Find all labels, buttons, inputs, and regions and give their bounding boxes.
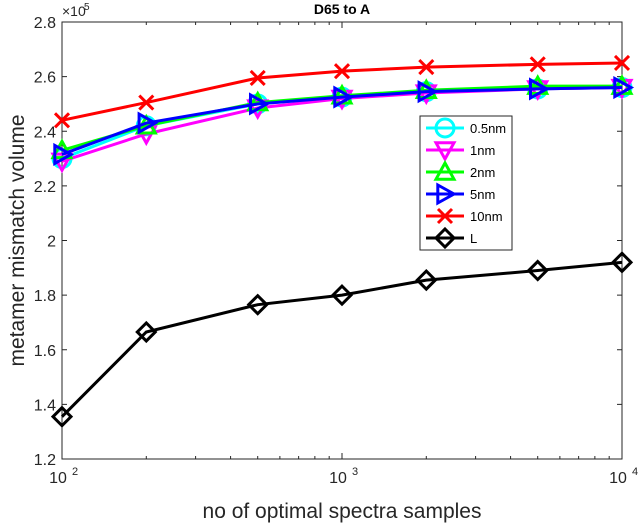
- legend-label: 2nm: [470, 165, 495, 180]
- y-tick-label: 1.8: [34, 288, 56, 305]
- y-tick-label: 2: [47, 234, 56, 251]
- x-axis-label: no of optimal spectra samples: [203, 500, 482, 523]
- y-axis-label: metamer mismatch volume: [6, 114, 29, 366]
- data-point: [50, 138, 74, 160]
- data-point: [418, 59, 435, 76]
- series-line: [60, 260, 623, 418]
- data-point: [137, 111, 159, 135]
- data-point: [50, 405, 74, 428]
- legend-item: 0.5nm: [426, 117, 506, 139]
- data-point: [246, 293, 269, 316]
- legend-label: L: [470, 231, 477, 246]
- data-point: [330, 284, 354, 307]
- legend-marker: [433, 159, 457, 181]
- y-tick-label: 2.4: [34, 124, 56, 141]
- legend-item: L: [426, 226, 477, 250]
- legend-label: 10nm: [470, 209, 503, 224]
- data-point: [529, 77, 550, 101]
- data-point: [53, 142, 75, 167]
- legend-marker: [436, 182, 458, 206]
- data-point: [529, 56, 546, 73]
- x-tick-label: 10: [329, 470, 347, 487]
- legend-box: [419, 115, 513, 251]
- x-tick-label: 10: [609, 470, 627, 487]
- x-tick-exponent: 4: [632, 466, 638, 478]
- y-multiplier: ×10: [62, 3, 86, 19]
- legend-marker: [436, 207, 454, 225]
- data-point: [526, 259, 549, 282]
- y-tick-label: 1.2: [34, 452, 56, 469]
- legend-item: 2nm: [426, 159, 495, 181]
- x-tick-label: 10: [49, 470, 67, 487]
- y-tick-label: 2.8: [34, 15, 56, 32]
- series-line: [61, 86, 623, 156]
- data-point: [249, 69, 266, 87]
- legend-item: 1nm: [426, 141, 495, 163]
- legend-item: 5nm: [426, 182, 495, 206]
- series-10nm: [53, 54, 631, 129]
- legend-label: 0.5nm: [470, 121, 506, 136]
- legend: 0.5nm 1nm 2nm 5nm 10nm L: [419, 115, 513, 251]
- data-point: [613, 54, 631, 72]
- data-point: [613, 76, 635, 100]
- series-5nm: [53, 76, 635, 167]
- data-point: [333, 63, 351, 80]
- data-point: [53, 112, 71, 129]
- data-point: [249, 92, 270, 116]
- legend-marker: [433, 141, 457, 163]
- x-tick-exponent: 3: [352, 466, 358, 478]
- legend-label: 5nm: [470, 187, 495, 202]
- y-tick-label: 1.6: [34, 343, 56, 360]
- data-point: [333, 85, 355, 109]
- series-L: [50, 251, 634, 428]
- data-point: [417, 80, 439, 104]
- legend-item: 10nm: [426, 207, 503, 225]
- data-point: [138, 94, 155, 111]
- y-tick-label: 2.6: [34, 70, 56, 87]
- x-tick-exponent: 2: [72, 466, 78, 478]
- y-multiplier-exponent: 5: [84, 2, 90, 13]
- data-point: [135, 320, 158, 344]
- y-tick-label: 2.2: [34, 179, 56, 196]
- data-point: [610, 251, 634, 274]
- data-point: [415, 268, 438, 292]
- legend-label: 1nm: [470, 143, 495, 158]
- chart-title: D65 to A: [314, 1, 370, 17]
- legend-marker: [433, 226, 457, 250]
- y-tick-label: 1.4: [34, 397, 56, 414]
- legend-marker: [434, 117, 456, 139]
